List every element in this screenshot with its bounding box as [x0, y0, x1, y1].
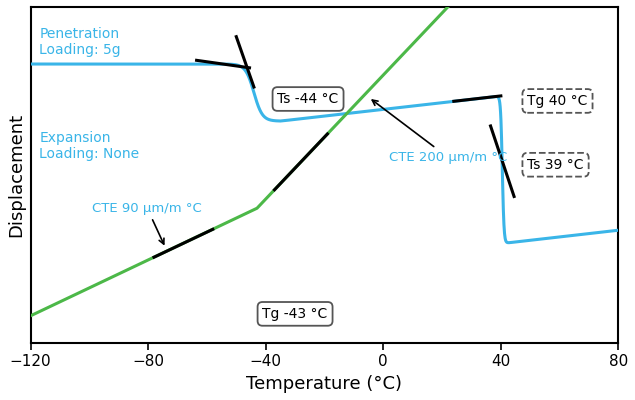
Text: CTE 200 μm/m °C: CTE 200 μm/m °C [372, 100, 507, 164]
Text: Ts 39 °C: Ts 39 °C [527, 158, 584, 172]
Text: Ts -44 °C: Ts -44 °C [277, 92, 338, 106]
Text: Tg -43 °C: Tg -43 °C [262, 307, 328, 321]
Text: Tg 40 °C: Tg 40 °C [527, 94, 587, 108]
Y-axis label: Displacement: Displacement [7, 113, 25, 237]
Text: Penetration
Loading: 5g: Penetration Loading: 5g [39, 27, 121, 57]
Text: CTE 90 μm/m °C: CTE 90 μm/m °C [92, 202, 202, 244]
X-axis label: Temperature (°C): Temperature (°C) [246, 375, 403, 393]
Text: Expansion
Loading: None: Expansion Loading: None [39, 131, 140, 161]
